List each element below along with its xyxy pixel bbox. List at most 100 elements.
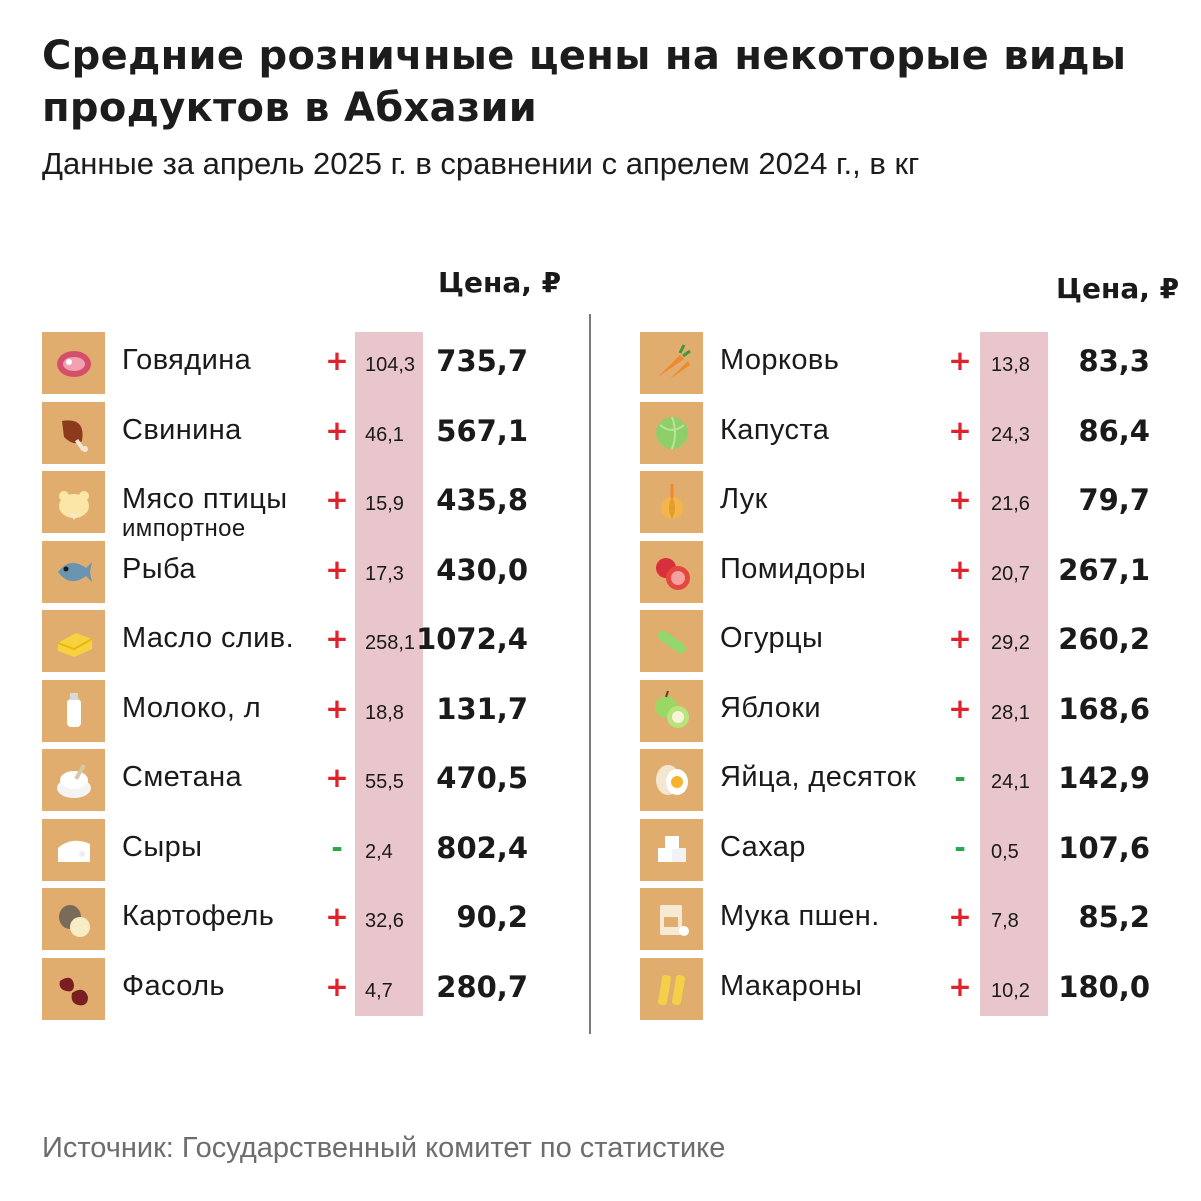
butter-icon	[42, 610, 105, 672]
product-row: Сметана +55,5 470,5	[42, 749, 528, 811]
product-row: Свинина +46,1 567,1	[42, 401, 528, 464]
increase-sign: +	[325, 483, 349, 516]
product-row: Картофель +32,6 90,2	[42, 888, 528, 950]
price-change: 0,5	[991, 840, 1019, 863]
carrot-icon	[640, 332, 703, 394]
price-change: 258,1	[365, 632, 416, 654]
price-value: 1072,4	[416, 622, 528, 656]
price-change: 24,3	[991, 423, 1030, 446]
tomato-icon	[640, 540, 703, 603]
egg-icon	[640, 749, 703, 811]
price-change: 32,6	[365, 910, 404, 932]
product-name: Лук	[720, 483, 768, 515]
product-row: Сахар - 0,5 107,6	[640, 818, 1150, 881]
product-row: Мясо птицы импортное +15,9 435,8	[42, 471, 528, 542]
product-row: Капуста +24,3 86,4	[640, 401, 1150, 464]
product-row: Морковь +13,8 83,3	[640, 332, 1150, 394]
product-name-note: импортное	[122, 515, 246, 542]
increase-sign: +	[325, 413, 349, 447]
product-name: Мука пшен.	[720, 900, 880, 932]
cabbage-icon	[640, 401, 703, 464]
price-value: 735,7	[436, 344, 528, 378]
page-subtitle: Данные за апрель 2025 г. в сравнении с а…	[42, 146, 920, 181]
product-name: Сыры	[122, 830, 203, 863]
left-price-header: Цена, ₽	[438, 266, 562, 299]
price-change: 55,5	[365, 771, 404, 793]
price-value: 180,0	[1058, 969, 1150, 1004]
price-change: 20,7	[991, 562, 1030, 585]
source-note: Источник: Государственный комитет по ста…	[42, 1132, 726, 1164]
product-row: Фасоль +4,7 280,7	[42, 957, 528, 1020]
product-row: Яйца, десяток - 24,1 142,9	[640, 749, 1150, 811]
price-change: 46,1	[365, 423, 404, 446]
increase-sign: +	[325, 691, 349, 725]
price-change: 4,7	[365, 979, 393, 1002]
chicken-icon	[42, 471, 105, 533]
sour-cream-icon	[42, 749, 105, 811]
increase-sign: +	[948, 969, 972, 1003]
increase-sign: +	[325, 761, 349, 794]
product-row: Макароны +10,2 180,0	[640, 957, 1150, 1020]
page-title: Средние розничные цены на некоторые виды…	[42, 33, 1127, 131]
price-value: 79,7	[1078, 483, 1150, 517]
price-change: 104,3	[365, 354, 416, 376]
product-name: Яйца, десяток	[720, 761, 917, 793]
product-name: Рыба	[122, 552, 196, 585]
price-change: 21,6	[991, 493, 1030, 515]
price-value: 168,6	[1058, 691, 1150, 726]
price-value: 470,5	[436, 761, 528, 795]
fish-icon	[42, 540, 105, 603]
price-value: 435,8	[436, 483, 528, 517]
price-change: 10,2	[991, 979, 1030, 1002]
product-row: Говядина +104,3 735,7	[42, 332, 528, 394]
right-change-band	[980, 332, 1048, 1016]
product-row: Мука пшен. +7,8 85,2	[640, 888, 1150, 950]
cucumber-icon	[640, 610, 703, 672]
right-price-header: Цена, ₽	[1056, 272, 1180, 305]
product-name: Помидоры	[720, 552, 867, 585]
increase-sign: +	[948, 622, 972, 655]
product-name: Макароны	[720, 969, 863, 1002]
price-value: 90,2	[456, 900, 528, 934]
product-name: Масло слив.	[122, 622, 295, 654]
product-name: Яблоки	[720, 691, 821, 724]
price-value: 83,3	[1078, 344, 1150, 378]
product-row: Масло слив. +258,1 1072,4	[42, 610, 528, 672]
potato-icon	[42, 888, 105, 950]
product-name: Морковь	[720, 344, 840, 376]
price-change: 2,4	[365, 840, 393, 863]
price-value: 131,7	[436, 691, 528, 726]
milk-icon	[42, 679, 105, 742]
product-row: Лук +21,6 79,7	[640, 471, 1150, 533]
price-value: 567,1	[436, 413, 528, 448]
onion-icon	[640, 471, 703, 533]
product-row: Огурцы +29,2 260,2	[640, 610, 1150, 672]
decrease-sign: -	[954, 761, 966, 794]
product-row: Рыба +17,3 430,0	[42, 540, 528, 603]
increase-sign: +	[325, 344, 349, 377]
increase-sign: +	[948, 483, 972, 516]
pasta-icon	[640, 957, 703, 1020]
increase-sign: +	[325, 969, 349, 1003]
decrease-sign: -	[331, 830, 343, 864]
increase-sign: +	[948, 691, 972, 725]
product-name: Капуста	[720, 413, 830, 446]
decrease-sign: -	[954, 830, 966, 864]
price-value: 280,7	[436, 969, 528, 1004]
price-value: 86,4	[1078, 413, 1150, 448]
price-value: 430,0	[436, 552, 528, 587]
product-name: Мясо птицы	[122, 483, 288, 515]
price-change: 18,8	[365, 701, 404, 724]
column-divider	[589, 314, 591, 1034]
apple-icon	[640, 679, 703, 742]
product-name: Огурцы	[720, 622, 824, 654]
product-name: Фасоль	[122, 969, 225, 1002]
increase-sign: +	[325, 552, 349, 586]
increase-sign: +	[948, 900, 972, 933]
product-row: Молоко, л +18,8 131,7	[42, 679, 528, 742]
price-value: 267,1	[1058, 552, 1150, 587]
price-value: 107,6	[1058, 830, 1150, 865]
price-value: 142,9	[1058, 761, 1150, 795]
increase-sign: +	[325, 900, 349, 933]
price-change: 15,9	[365, 493, 404, 515]
